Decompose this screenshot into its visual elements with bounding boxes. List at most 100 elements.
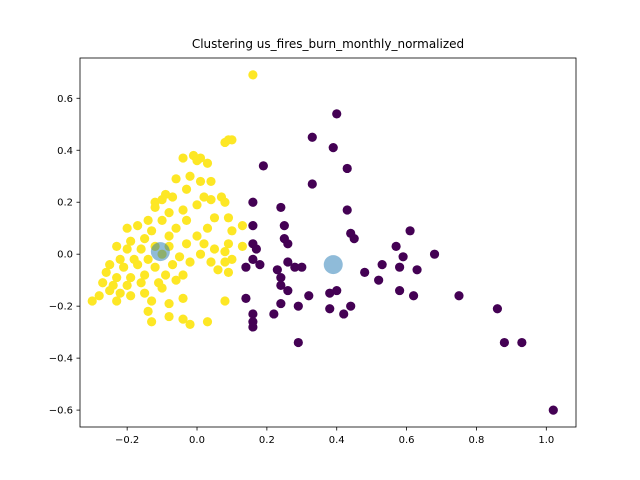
cluster-1-point-73 [126, 272, 136, 283]
cluster-0-point-28 [276, 272, 286, 283]
cluster-0-point-35 [325, 288, 335, 298]
cluster-1-point-28 [181, 215, 192, 226]
cluster-1-point-25 [150, 202, 160, 213]
cluster-1-point-63 [167, 259, 178, 270]
cluster-0-point-9 [248, 221, 258, 231]
cluster-1-point-43 [122, 244, 132, 254]
y-tick-label: −0.4 [49, 354, 73, 365]
cluster-1-point-10 [185, 171, 195, 181]
cluster-0-point-41 [241, 293, 251, 303]
cluster-1-point-34 [171, 223, 181, 233]
cluster-1-point-24 [164, 208, 174, 218]
cluster-1-point-91 [164, 298, 174, 309]
centroid-cluster-0 [323, 255, 343, 275]
cluster-1-point-50 [237, 241, 248, 251]
cluster-1-point-48 [199, 239, 209, 249]
cluster-1-point-18 [167, 192, 178, 202]
cluster-1-point-83 [140, 288, 150, 298]
cluster-1-point-22 [192, 200, 202, 210]
cluster-0-point-3 [342, 163, 352, 174]
cluster-0-point-6 [248, 197, 258, 207]
cluster-1-point-82 [157, 283, 167, 293]
cluster-1-point-23 [178, 205, 188, 215]
cluster-0-point-26 [297, 262, 307, 272]
cluster-0-point-8 [342, 205, 352, 215]
cluster-1-point-89 [112, 296, 122, 306]
cluster-0-point-10 [279, 221, 289, 231]
cluster-1-point-81 [171, 275, 181, 285]
cluster-0-point-51 [248, 322, 258, 332]
cluster-1-point-47 [181, 239, 192, 249]
cluster-0-point-36 [332, 285, 342, 296]
cluster-1-point-60 [119, 262, 129, 272]
cluster-0-point-30 [377, 259, 387, 270]
cluster-1-point-94 [143, 306, 153, 316]
cluster-1-point-51 [220, 247, 230, 257]
cluster-1-point-99 [147, 317, 157, 327]
cluster-1-point-41 [126, 236, 136, 246]
y-tick-label: 0.6 [57, 94, 73, 105]
cluster-0-point-5 [307, 179, 317, 189]
y-axis: −0.6 −0.4 −0.2 0.0 0.2 0.4 0.6 [49, 94, 80, 417]
cluster-1-point-68 [213, 265, 223, 275]
cluster-0-point-34 [283, 285, 293, 296]
cluster-1-point-0 [248, 70, 258, 80]
cluster-1-point-15 [206, 195, 216, 205]
cluster-1-point-42 [112, 241, 122, 251]
x-axis: −0.2 0.0 0.2 0.4 0.6 0.8 1.0 [115, 427, 554, 446]
cluster-1-point-64 [185, 257, 195, 267]
cluster-1-point-35 [202, 223, 213, 233]
cluster-1-point-95 [164, 311, 174, 322]
cluster-1-point-11 [195, 176, 206, 187]
cluster-1-point-93 [220, 296, 230, 306]
cluster-1-point-54 [174, 252, 185, 262]
cluster-0-point-22 [241, 262, 251, 272]
cluster-1-point-65 [206, 257, 216, 267]
cluster-0-point-19 [429, 249, 440, 259]
cluster-1-point-67 [227, 254, 237, 264]
cluster-0-point-21 [248, 254, 258, 264]
cluster-0-point-39 [408, 291, 419, 301]
cluster-1-point-39 [164, 231, 174, 241]
cluster-0-point-14 [349, 234, 359, 244]
cluster-1-point-72 [140, 270, 150, 280]
cluster-0-point-20 [398, 252, 408, 262]
cluster-0-point-43 [304, 291, 314, 301]
cluster-1-point-92 [178, 293, 188, 303]
cluster-0-point-44 [293, 301, 303, 311]
cluster-1-point-14 [199, 192, 209, 202]
cluster-1-point-96 [178, 314, 188, 324]
cluster-1-point-9 [171, 174, 181, 184]
cluster-0-point-11 [405, 226, 415, 236]
plot-area-frame [79, 57, 577, 428]
cluster-0-point-15 [283, 239, 293, 249]
y-tick-label: −0.2 [49, 302, 73, 313]
cluster-0-point-0 [332, 109, 342, 119]
cluster-1-point-38 [192, 231, 202, 241]
cluster-1-point-12 [206, 176, 216, 187]
cluster-1-point-36 [237, 221, 248, 231]
cluster-0-point-25 [290, 262, 300, 272]
cluster-0-point-49 [269, 309, 279, 319]
cluster-1-point-71 [160, 270, 171, 280]
cluster-0-point-45 [346, 301, 356, 311]
cluster-0-point-4 [258, 161, 268, 171]
x-tick-label: 0.4 [329, 435, 345, 446]
cluster-1-point-62 [150, 262, 160, 272]
cluster-0-point-46 [325, 304, 335, 314]
cluster-1-point-90 [147, 296, 157, 306]
cluster-0-point-31 [395, 262, 405, 272]
cluster-0-point-53 [492, 304, 503, 314]
cluster-1-point-20 [157, 195, 167, 205]
cluster-1-point-37 [227, 226, 237, 236]
x-tick-label: −0.2 [115, 435, 139, 446]
cluster-1-point-61 [133, 259, 143, 270]
cluster-0-point-52 [293, 337, 303, 348]
cluster-0-point-33 [276, 280, 286, 290]
cluster-0-point-18 [251, 244, 261, 254]
cluster-1-point-58 [115, 254, 125, 264]
cluster-1-point-4 [178, 153, 188, 163]
cluster-1-point-53 [195, 249, 206, 259]
cluster-1-point-7 [195, 153, 206, 163]
